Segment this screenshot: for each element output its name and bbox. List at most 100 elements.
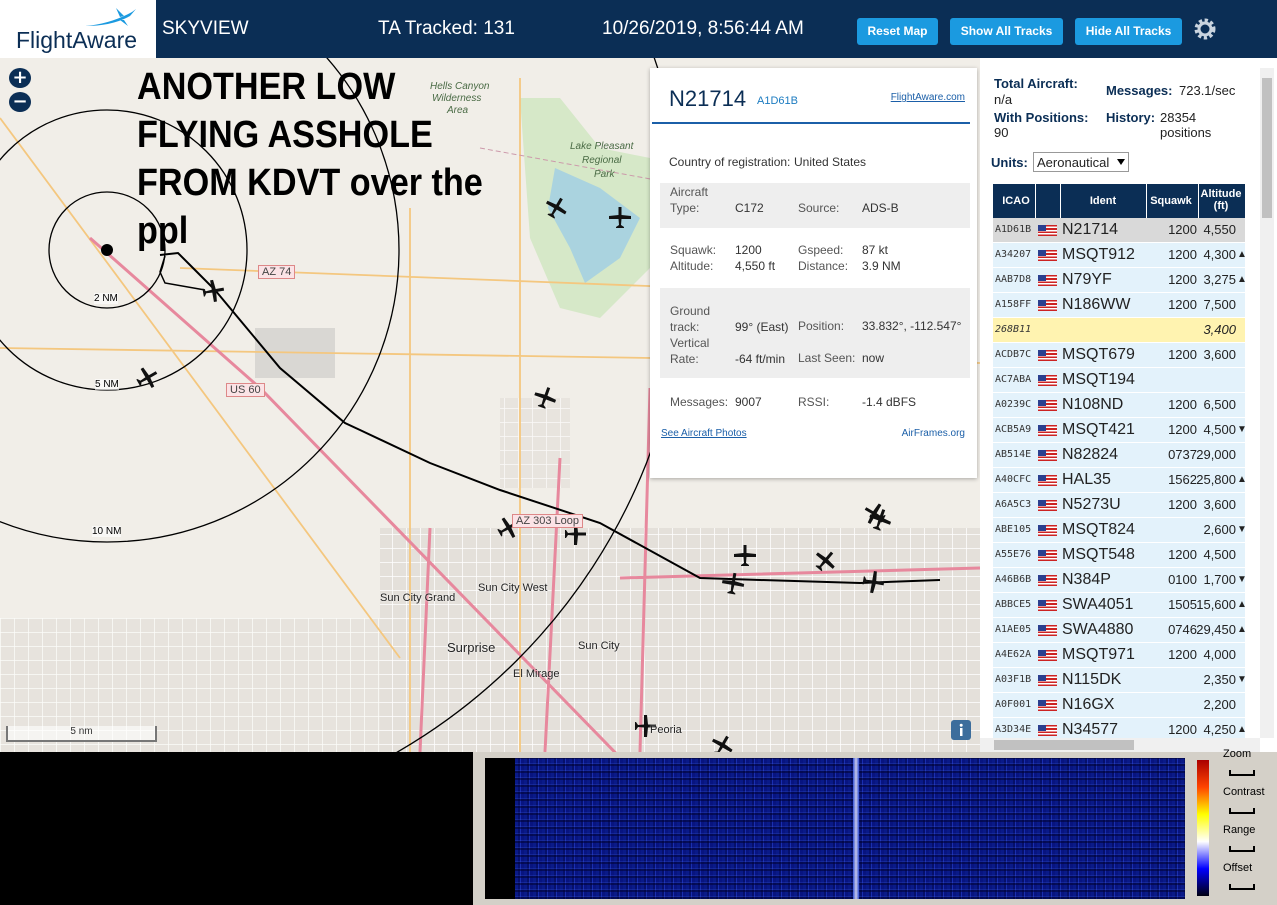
table-row[interactable]: A1AE05 SWA4880 0746 29,450 ▲ — [993, 618, 1247, 643]
table-row[interactable]: 268B11 3,400 — [993, 318, 1245, 343]
icao-cell: A0F001 — [995, 699, 1032, 710]
field-label: Altitude: — [670, 259, 714, 273]
table-row[interactable]: A4E62A MSQT971 1200 4,000 — [993, 643, 1245, 668]
place-label: Sun City West — [478, 582, 548, 594]
table-row[interactable]: A6A5C3 N5273U 1200 3,600 — [993, 493, 1245, 518]
field-value: 1200 — [735, 243, 762, 257]
place-label: Peoria — [650, 724, 682, 736]
place-label: Regional — [582, 155, 622, 166]
aircraft-icon[interactable] — [859, 498, 890, 529]
scroll-thumb[interactable] — [1262, 78, 1272, 218]
country-flag — [1038, 475, 1057, 486]
altitude-cell: 3,275 — [1203, 272, 1236, 287]
table-row[interactable]: AB514E N82824 0737 29,000 — [993, 443, 1245, 468]
logo[interactable]: FlightAware — [0, 0, 156, 58]
altitude-cell: 3,400 — [1203, 322, 1236, 337]
icao-cell: 268B11 — [995, 324, 1032, 335]
airframes-link[interactable]: AirFrames.org — [901, 428, 965, 439]
road-label: AZ 303 Loop — [512, 514, 583, 528]
table-row[interactable]: ABBCE5 SWA4051 1505 15,600 ▲ — [993, 593, 1247, 618]
slider[interactable] — [1229, 770, 1255, 776]
country-flag — [1038, 300, 1057, 311]
table-row[interactable]: ABE105 MSQT824 2,600 ▼ — [993, 518, 1247, 543]
info-button[interactable] — [951, 720, 971, 740]
info-icon — [959, 723, 963, 736]
stat-value: 28354 positions — [1160, 110, 1212, 140]
squawk-cell: 1200 — [1168, 297, 1197, 312]
ident-cell: MSQT421 — [1062, 421, 1135, 438]
field-value: 99° (East) — [735, 320, 789, 334]
table-row[interactable]: A40CFC HAL35 1562 25,800 ▲ — [993, 468, 1247, 493]
h-scrollbar[interactable] — [980, 738, 1260, 752]
trend-cell: ▲ — [1237, 599, 1247, 610]
altitude-cell: 2,600 — [1203, 522, 1236, 537]
table-row[interactable]: ACDB7C MSQT679 1200 3,600 — [993, 343, 1245, 368]
aircraft-icon[interactable] — [132, 362, 163, 393]
icao-cell: A40CFC — [995, 474, 1032, 485]
table-row[interactable]: A55E76 MSQT548 1200 4,500 — [993, 543, 1245, 568]
country-flag — [1038, 275, 1057, 286]
table-row[interactable]: A03F1B N115DK 2,350 ▼ — [993, 668, 1247, 693]
zoom-in[interactable]: + — [9, 68, 31, 88]
place-label: Sun City — [578, 640, 620, 652]
column-header[interactable]: ICAO — [1002, 195, 1030, 207]
column-header[interactable]: Squawk — [1150, 195, 1192, 207]
table-row[interactable]: AAB7D8 N79YF 1200 3,275 ▲ — [993, 268, 1247, 293]
field-label: Position: — [798, 319, 845, 333]
ident-cell: SWA4880 — [1062, 621, 1134, 638]
table-row[interactable]: A46B6B N384P 0100 1,700 ▼ — [993, 568, 1247, 593]
country-flag — [1038, 400, 1057, 411]
stat-value: n/a — [994, 92, 1013, 107]
altitude-cell: 6,500 — [1203, 397, 1236, 412]
trend-cell: ▲ — [1237, 624, 1247, 635]
slider[interactable] — [1229, 846, 1255, 852]
trend-cell: ▲ — [1237, 249, 1247, 260]
table-row[interactable]: A0239C N108ND 1200 6,500 — [993, 393, 1245, 418]
zoom-out[interactable]: − — [9, 92, 31, 112]
altitude-cell: 25,800 — [1196, 472, 1236, 487]
settings-icon[interactable] — [1192, 16, 1218, 42]
column-header[interactable]: Ident — [1089, 195, 1117, 207]
column-header[interactable]: Altitude (ft) — [1200, 188, 1242, 212]
table-row[interactable]: A34207 MSQT912 1200 4,300 ▲ — [993, 243, 1247, 268]
scrollbar[interactable] — [1260, 68, 1274, 738]
field-label: Squawk: — [670, 243, 717, 257]
ident-cell: MSQT971 — [1062, 646, 1135, 663]
field-label: Aircraft Type: — [670, 185, 709, 215]
reset-map-button[interactable]: Reset Map — [857, 18, 938, 45]
annotation: ppl — [137, 210, 189, 252]
photos-link[interactable]: See Aircraft Photos — [661, 428, 747, 439]
country-flag — [1038, 725, 1057, 736]
icao-cell: AB514E — [995, 449, 1032, 460]
column-divider — [1060, 184, 1061, 218]
table-row[interactable]: ACB5A9 MSQT421 1200 4,500 ▼ — [993, 418, 1247, 443]
field-label: Gspeed: — [798, 243, 844, 257]
squawk-cell: 1200 — [1168, 247, 1197, 262]
icao-cell: A6A5C3 — [995, 499, 1032, 510]
column-divider — [1146, 184, 1147, 218]
flightaware-link[interactable]: FlightAware.com — [890, 92, 965, 103]
table-row[interactable]: A158FF N186WW 1200 7,500 — [993, 293, 1245, 318]
popup-hex: A1D61B — [757, 95, 798, 107]
squawk-cell: 1200 — [1168, 272, 1197, 287]
country-flag — [1038, 450, 1057, 461]
slider[interactable] — [1229, 884, 1255, 890]
table-row[interactable]: A0F001 N16GX 2,200 — [993, 693, 1245, 718]
squawk-cell: 1200 — [1168, 397, 1197, 412]
icao-cell: A46B6B — [995, 574, 1032, 585]
stat-label: With Positions: — [994, 110, 1089, 125]
slider[interactable] — [1229, 808, 1255, 814]
icao-cell: ABBCE5 — [995, 599, 1032, 610]
scroll-thumb[interactable] — [994, 740, 1134, 750]
hide-tracks-button[interactable]: Hide All Tracks — [1075, 18, 1182, 45]
country-flag — [1038, 625, 1057, 636]
show-tracks-button[interactable]: Show All Tracks — [950, 18, 1063, 45]
country-flag — [1038, 650, 1057, 661]
country-flag — [1038, 575, 1057, 586]
popup-band — [660, 183, 970, 228]
units-select[interactable]: Aeronautical — [1033, 152, 1129, 172]
table-row[interactable]: AC7ABA MSQT194 — [993, 368, 1245, 393]
side-panel: Total Aircraft: n/a Messages: 723.1/sec … — [980, 58, 1277, 752]
table-row[interactable]: A1D61B N21714 1200 4,550 — [993, 218, 1245, 243]
